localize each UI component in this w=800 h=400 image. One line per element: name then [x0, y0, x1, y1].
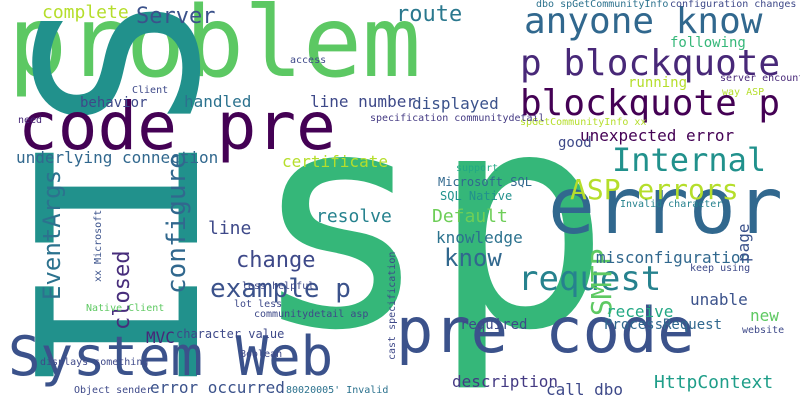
- word: resolve: [316, 206, 392, 227]
- word: Default: [432, 206, 508, 227]
- word: page: [734, 223, 753, 262]
- word: change: [236, 248, 316, 273]
- word: spGetCommunityInfo xx: [520, 117, 647, 128]
- word: anyone know: [524, 1, 763, 42]
- word: Native Client: [86, 303, 165, 314]
- word: SQL Native: [440, 189, 513, 203]
- word: know: [444, 244, 502, 272]
- word: new: [750, 306, 779, 325]
- word: request: [518, 259, 662, 299]
- word: following: [670, 35, 746, 51]
- word: knowledge: [436, 228, 523, 247]
- word: xx Microsoft: [93, 209, 104, 282]
- word: receive: [606, 302, 674, 321]
- word: communitydetail asp: [254, 309, 369, 320]
- word: good: [558, 135, 592, 151]
- word: misconfiguration: [596, 248, 751, 267]
- word: code pre: [18, 88, 336, 165]
- word: displays something: [40, 357, 149, 368]
- word: closed: [110, 250, 135, 330]
- word: 80020005' Invalid: [286, 385, 389, 396]
- word: pre code: [396, 294, 695, 367]
- word: error: [548, 162, 783, 252]
- word: website: [742, 325, 785, 336]
- word: handled: [184, 92, 252, 111]
- word: MVC: [146, 328, 175, 347]
- word: Object sender: [74, 385, 153, 396]
- word: System Web: [8, 325, 334, 388]
- word: route: [396, 2, 463, 27]
- word: error occurred: [150, 378, 285, 397]
- word: running: [628, 75, 688, 91]
- word: dbo spGetCommunityInfo: [536, 0, 669, 10]
- word: less helpful: [242, 281, 315, 292]
- word: required: [460, 317, 528, 333]
- word: lot less: [234, 299, 283, 310]
- word: access: [290, 55, 327, 66]
- word: p blockquote: [520, 43, 781, 84]
- word: displayed: [412, 94, 499, 113]
- word: EventArgs: [38, 169, 66, 300]
- word: Invalid character: [620, 199, 723, 210]
- word: configure: [162, 153, 192, 294]
- word: description: [452, 372, 558, 391]
- word: HttpContext: [654, 372, 774, 393]
- word: specification communitydetail: [370, 113, 545, 124]
- word: ASP errors: [570, 173, 739, 206]
- word: keep using: [690, 263, 751, 274]
- word: Boolean: [240, 349, 283, 360]
- word: line number: [310, 92, 416, 111]
- word: way ASP: [722, 87, 765, 98]
- word: ProcessRequest: [604, 317, 723, 333]
- word: problem: [8, 0, 422, 100]
- word: underlying connection: [16, 148, 219, 167]
- word: complete: [42, 2, 129, 23]
- word: certificate: [282, 152, 388, 171]
- word: unexpected error: [580, 126, 735, 145]
- word: unable: [690, 290, 748, 309]
- word: configuration changes: [670, 0, 797, 10]
- word: sp: [250, 47, 612, 396]
- word: Client: [132, 85, 169, 96]
- word: need: [18, 115, 43, 126]
- word: server encountered: [720, 73, 800, 84]
- word: character value: [176, 327, 285, 341]
- word: support: [456, 163, 499, 174]
- word: example p: [210, 274, 351, 304]
- word: line: [208, 218, 252, 239]
- word: cast specification: [387, 251, 398, 360]
- word: call dbo: [546, 380, 624, 399]
- word: Internal: [612, 141, 767, 179]
- word: behavior: [80, 95, 148, 111]
- word: Server: [136, 4, 216, 29]
- word: blockquote p: [520, 83, 781, 124]
- word: Microsoft SQL: [438, 175, 532, 189]
